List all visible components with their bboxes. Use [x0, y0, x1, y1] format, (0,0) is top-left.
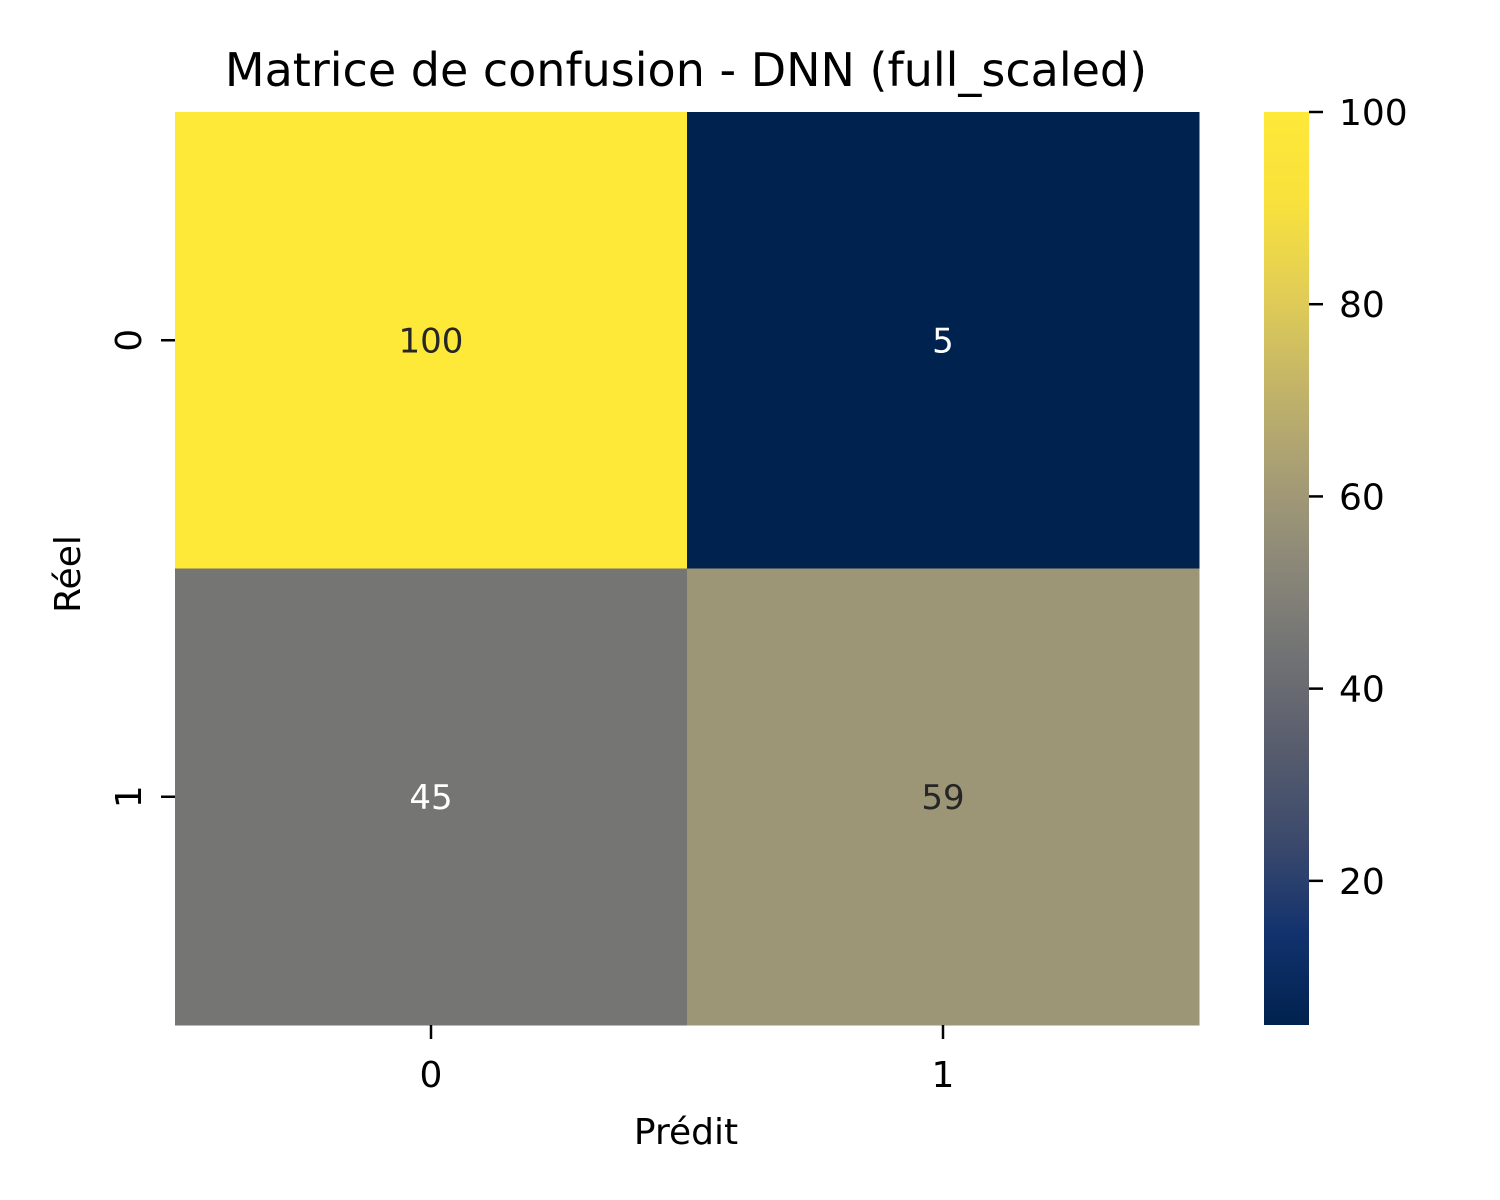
y-axis: 01 — [109, 329, 175, 808]
y-tick-label-1: 1 — [109, 785, 150, 808]
y-tick-label-0: 0 — [109, 329, 150, 352]
cell-annotation-r0-c0: 100 — [399, 321, 464, 361]
cell-annotation-r1-c1: 59 — [921, 778, 964, 818]
cell-annotation-r1-c0: 45 — [409, 778, 452, 818]
cell-r0-c0 — [175, 112, 688, 569]
heatmap-annotations: 100 5 45 59 — [399, 321, 965, 818]
colorbar-tick-label-3: 80 — [1339, 285, 1385, 326]
cell-r1-c1 — [687, 568, 1200, 1026]
cell-r0-c1 — [687, 112, 1200, 569]
x-tick-label-0: 0 — [420, 1055, 443, 1096]
colorbar — [1264, 112, 1309, 1025]
colorbar-tick-label-2: 60 — [1339, 477, 1385, 518]
colorbar-tick-label-4: 100 — [1339, 93, 1408, 134]
x-axis-label: Prédit — [634, 1112, 738, 1153]
heatmap-cells — [175, 112, 1200, 1026]
y-axis-label: Réel — [48, 535, 89, 613]
cell-r1-c0 — [175, 568, 688, 1026]
colorbar-tick-label-1: 40 — [1339, 670, 1385, 711]
colorbar-tick-label-0: 20 — [1339, 862, 1385, 903]
chart-title: Matrice de confusion - DNN (full_scaled) — [225, 43, 1147, 97]
x-tick-label-1: 1 — [932, 1055, 955, 1096]
colorbar-axis: 20 40 60 80 100 — [1309, 93, 1408, 903]
cell-annotation-r0-c1: 5 — [932, 321, 954, 361]
